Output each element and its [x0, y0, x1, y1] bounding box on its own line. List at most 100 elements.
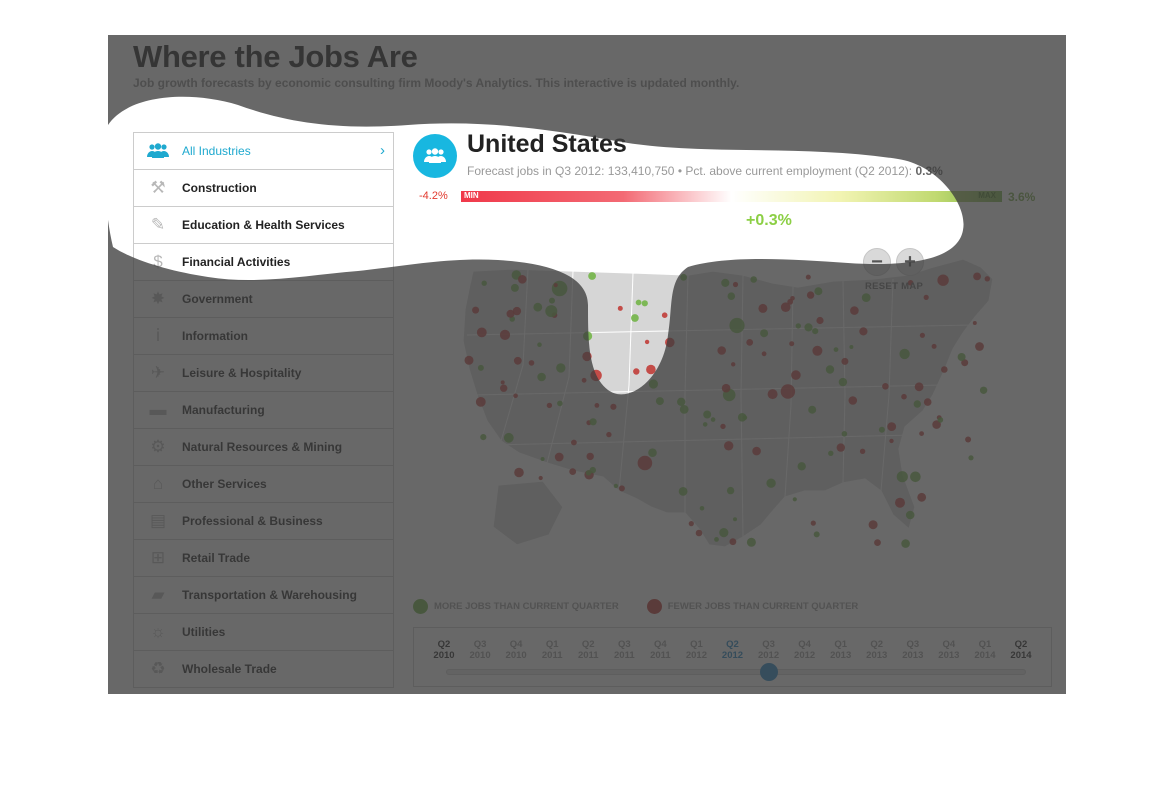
- sidebar-item[interactable]: $ Financial Activities: [134, 244, 393, 281]
- map-dot[interactable]: [937, 417, 944, 423]
- sidebar-item[interactable]: ♻ Wholesale Trade: [134, 651, 393, 688]
- map-dot[interactable]: [503, 432, 514, 443]
- map-dot[interactable]: [583, 331, 593, 341]
- map-dot[interactable]: [480, 434, 487, 441]
- map-dot[interactable]: [635, 299, 642, 306]
- map-dot[interactable]: [833, 347, 839, 352]
- sidebar-item[interactable]: ⌂ Other Services: [134, 466, 393, 503]
- map-dot[interactable]: [878, 426, 885, 433]
- map-dot[interactable]: [724, 441, 734, 451]
- map-dot[interactable]: [979, 386, 988, 394]
- map-dot[interactable]: [780, 384, 796, 399]
- map-dot[interactable]: [703, 410, 712, 419]
- map-dot[interactable]: [727, 292, 736, 300]
- map-dot[interactable]: [719, 528, 729, 538]
- zoom-out-button[interactable]: −: [863, 248, 891, 276]
- map-dot[interactable]: [500, 380, 505, 385]
- map-dot[interactable]: [545, 305, 558, 318]
- map-dot[interactable]: [808, 405, 817, 414]
- map-dot[interactable]: [889, 438, 894, 444]
- map-dot[interactable]: [554, 452, 564, 462]
- timeline-quarter[interactable]: Q1 2012: [679, 639, 713, 661]
- timeline-quarter[interactable]: Q2 2010: [427, 639, 461, 661]
- timeline-quarter[interactable]: Q4 2012: [788, 639, 822, 661]
- map-dot[interactable]: [812, 345, 823, 356]
- map-dot[interactable]: [513, 393, 518, 399]
- map-dot[interactable]: [464, 355, 474, 365]
- map-dot[interactable]: [688, 521, 694, 527]
- map-dot[interactable]: [729, 317, 745, 334]
- map-dot[interactable]: [941, 366, 948, 373]
- map-dot[interactable]: [984, 276, 990, 282]
- map-dot[interactable]: [813, 531, 820, 538]
- map-dot[interactable]: [810, 520, 816, 526]
- map-dot[interactable]: [481, 280, 487, 286]
- us-map[interactable]: [453, 245, 1023, 587]
- timeline-quarter[interactable]: Q3 2011: [607, 639, 641, 661]
- sidebar-item[interactable]: ☼ Utilities: [134, 614, 393, 651]
- map-dot[interactable]: [582, 351, 592, 362]
- timeline-quarter[interactable]: Q4 2011: [643, 639, 677, 661]
- map-dot[interactable]: [644, 339, 650, 345]
- map-dot[interactable]: [957, 353, 966, 361]
- map-dot[interactable]: [780, 302, 791, 312]
- map-dot[interactable]: [868, 520, 878, 530]
- map-dot[interactable]: [717, 346, 726, 355]
- map-dot[interactable]: [720, 423, 726, 430]
- map-dot[interactable]: [814, 287, 823, 296]
- timeline-quarter[interactable]: Q1 2013: [824, 639, 858, 661]
- map-dot[interactable]: [767, 389, 778, 400]
- sidebar-item[interactable]: ⊞ Retail Trade: [134, 540, 393, 577]
- map-dot[interactable]: [804, 323, 813, 332]
- map-dot[interactable]: [848, 396, 858, 405]
- map-dot[interactable]: [882, 383, 889, 390]
- map-dot[interactable]: [887, 422, 897, 431]
- sidebar-item[interactable]: ⅰ Information: [134, 318, 393, 355]
- map-dot[interactable]: [972, 321, 977, 325]
- map-dot[interactable]: [923, 294, 929, 300]
- map-dot[interactable]: [513, 356, 522, 365]
- sidebar-item[interactable]: ▤ Professional & Business: [134, 503, 393, 540]
- map-dot[interactable]: [789, 341, 795, 347]
- map-dot[interactable]: [791, 370, 801, 380]
- timeline-quarter[interactable]: Q3 2012: [752, 639, 786, 661]
- map-dot[interactable]: [613, 483, 619, 489]
- map-dot[interactable]: [528, 360, 535, 366]
- map-dot[interactable]: [731, 362, 736, 367]
- map-dot[interactable]: [726, 486, 735, 495]
- map-dot[interactable]: [850, 306, 859, 315]
- map-dot[interactable]: [917, 492, 927, 502]
- timeline-quarter[interactable]: Q2 2014: [1004, 639, 1038, 661]
- reset-map-button[interactable]: RESET MAP: [865, 281, 924, 292]
- map-dot[interactable]: [633, 368, 640, 375]
- map-dot[interactable]: [679, 405, 689, 414]
- map-dot[interactable]: [812, 328, 819, 335]
- map-dot[interactable]: [861, 293, 871, 302]
- sidebar-item[interactable]: ✎ Education & Health Services: [134, 207, 393, 244]
- timeline-quarter[interactable]: Q1 2014: [968, 639, 1002, 661]
- map-dot[interactable]: [975, 342, 984, 351]
- map-dot[interactable]: [475, 397, 486, 407]
- map-dot[interactable]: [648, 448, 657, 457]
- sidebar-item[interactable]: ▰ Transportation & Warehousing: [134, 577, 393, 614]
- map-dot[interactable]: [901, 393, 907, 400]
- map-dot[interactable]: [766, 478, 776, 488]
- map-dot[interactable]: [797, 462, 806, 471]
- map-dot[interactable]: [816, 316, 824, 325]
- map-dot[interactable]: [750, 276, 757, 283]
- map-dot[interactable]: [594, 403, 600, 408]
- map-dot[interactable]: [655, 397, 664, 406]
- map-dot[interactable]: [476, 327, 487, 338]
- map-dot[interactable]: [618, 485, 625, 492]
- map-dot[interactable]: [899, 348, 910, 360]
- map-dot[interactable]: [631, 314, 639, 322]
- map-dot[interactable]: [641, 300, 648, 307]
- map-dot[interactable]: [514, 467, 524, 478]
- map-dot[interactable]: [500, 384, 508, 392]
- map-dot[interactable]: [761, 351, 767, 357]
- map-dot[interactable]: [646, 364, 656, 375]
- map-dot[interactable]: [919, 332, 925, 338]
- timeline-quarter[interactable]: Q3 2010: [463, 639, 497, 661]
- timeline-track[interactable]: [446, 669, 1026, 675]
- sidebar-item[interactable]: ✸ Government: [134, 281, 393, 318]
